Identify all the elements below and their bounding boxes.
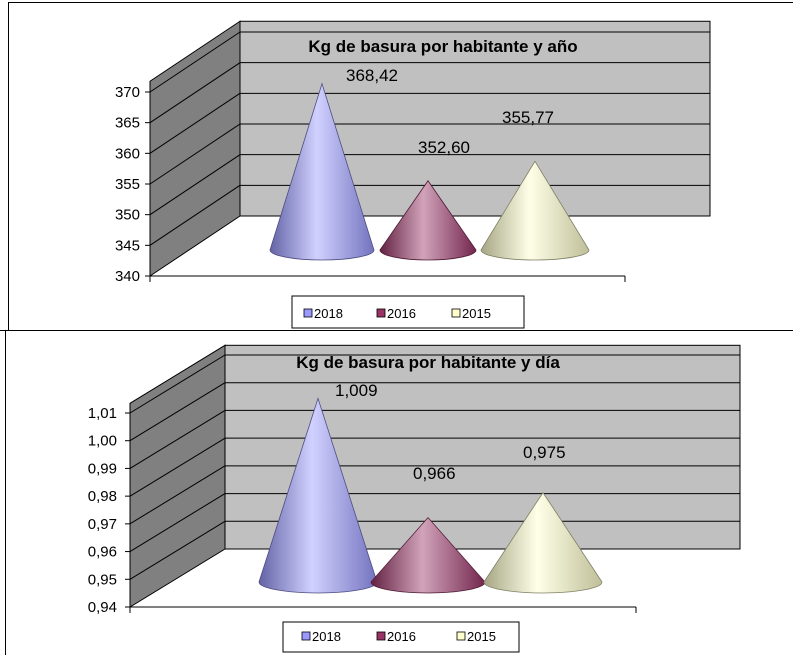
cone-2016 <box>379 180 477 261</box>
y-tick-label: 0,99 <box>88 460 117 477</box>
gridline-side <box>149 154 241 216</box>
cone-2015 <box>480 160 590 261</box>
legend-label-2018: 2018 <box>314 306 343 321</box>
gridline-side <box>129 520 226 580</box>
gridline-side <box>129 437 226 497</box>
gridline-side <box>149 62 241 124</box>
panel-1-left-border <box>8 2 9 330</box>
gridline-side <box>149 123 241 185</box>
gridline-side <box>129 410 226 469</box>
y-tick-label: 360 <box>115 145 140 162</box>
gridline-side <box>149 92 241 154</box>
legend-swatch-2015 <box>456 631 466 641</box>
gridline-side <box>129 465 226 525</box>
panel-1-top-border <box>8 2 793 3</box>
chart-annual-legend: 2018 2016 2015 <box>291 295 525 329</box>
cone-2015 <box>483 491 603 594</box>
legend-label-2016: 2016 <box>387 306 416 321</box>
chart-daily-legend: 2018 2016 2015 <box>282 621 520 653</box>
data-label-2018: 368,42 <box>346 66 398 85</box>
chart-annual-title: Kg de basura por habitante y año <box>308 37 577 56</box>
gridline-side <box>129 382 226 442</box>
data-label-2015: 0,975 <box>523 443 566 462</box>
gridline-side <box>149 31 241 93</box>
y-tick-label: 1,00 <box>88 433 117 450</box>
gridline-side <box>129 493 226 552</box>
legend-box <box>282 621 520 653</box>
y-tick-label: 345 <box>115 237 140 254</box>
y-tick-label: 0,97 <box>88 516 117 533</box>
chart-daily-title: Kg de basura por habitante y día <box>296 353 560 372</box>
legend-swatch-2018 <box>303 308 313 318</box>
legend-box <box>291 295 525 329</box>
y-tick-label: 365 <box>115 115 140 132</box>
legend-label-2015: 2015 <box>462 306 491 321</box>
cone-2018 <box>269 82 375 261</box>
y-tick-label: 0,95 <box>88 571 117 588</box>
y-tick-label: 355 <box>115 176 140 193</box>
panel-divider <box>0 330 793 331</box>
y-tick-label: 350 <box>115 207 140 224</box>
chart-annual: 340 345 350 355 360 365 370 368,42 352,60 355,77 K… <box>115 20 711 329</box>
legend-swatch-2015 <box>451 308 461 318</box>
y-tick-label: 0,94 <box>88 599 117 616</box>
legend-swatch-2018 <box>301 631 311 641</box>
y-tick-label: 0,98 <box>88 488 117 505</box>
legend-label-2015: 2015 <box>467 629 496 644</box>
gridline-side <box>149 184 241 246</box>
legend-swatch-2016 <box>376 631 386 641</box>
y-tick-label: 1,01 <box>88 405 117 422</box>
chart-daily: 0,94 0,95 0,96 0,97 0,98 0,99 1,00 1,01 1,009 0,9… <box>88 344 741 653</box>
y-tick-label: 0,96 <box>88 544 117 561</box>
cone-2016 <box>370 516 486 594</box>
legend-swatch-2016 <box>376 308 386 318</box>
side-wall <box>149 20 241 277</box>
y-tick-label: 340 <box>115 268 140 285</box>
gridline-side <box>129 354 226 414</box>
y-tick-label: 370 <box>115 84 140 101</box>
data-label-2015: 355,77 <box>502 108 554 127</box>
data-label-2016: 0,966 <box>413 464 456 483</box>
legend-label-2018: 2018 <box>312 629 341 644</box>
panel-2-left-border <box>5 331 6 655</box>
data-label-2016: 352,60 <box>418 138 470 157</box>
data-label-2018: 1,009 <box>335 381 378 400</box>
legend-label-2016: 2016 <box>387 629 416 644</box>
